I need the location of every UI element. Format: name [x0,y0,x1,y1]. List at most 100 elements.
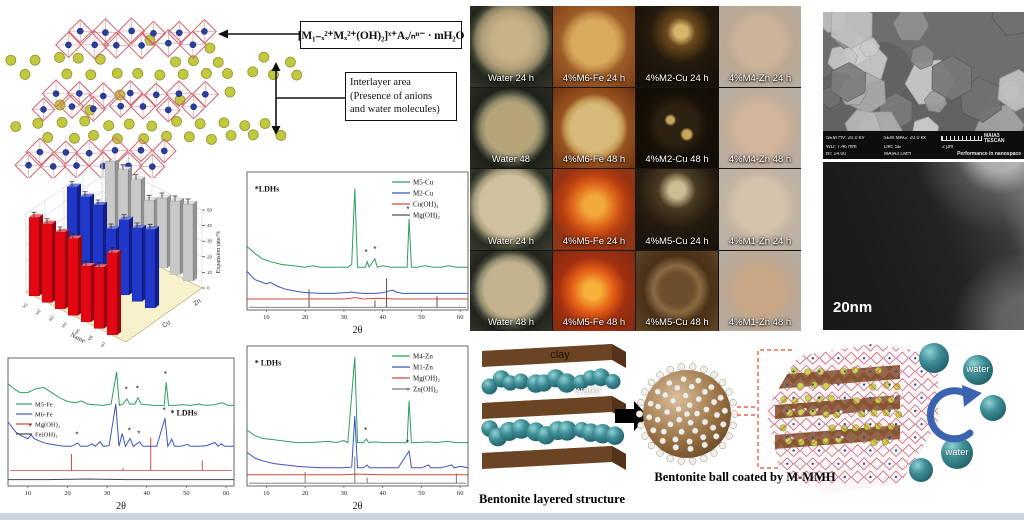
photo-m4-zn-48h: 4%M4-Zn 48 h [719,87,801,168]
xrd-pattern-fe-samples: * * * * * * * * * LDHs 10 20 30 40 50 60 2θ M5-Fe M6-Fe Mg… [7,357,235,512]
bentonite-layered-structure [481,344,626,470]
svg-text:M7: M7 [100,340,108,348]
photo-label: 4%M4-Zn 24 h [728,72,792,84]
x-axis-label: 2θ [116,501,126,512]
tem-micrograph: 20nm [823,162,1024,330]
octahedron-icon [102,31,130,59]
svg-text:20: 20 [302,490,309,497]
sem-mag: SEM MAG: 20.0 kx [883,136,926,141]
octahedron-icon [151,138,177,164]
legend-entry: M4-Zn [413,353,433,361]
photo-m2-cu-48h: 4%M2-Cu 48 h [636,87,718,168]
octahedron-icon [178,30,208,59]
octahedron-icon [14,150,43,178]
ldh-peak-marker: * [364,426,367,435]
ldh-peak-marker: * [406,438,409,447]
photo-label: 4%M2-Cu 24 h [645,72,709,84]
photo-label: 4%M1-Zn 48 h [728,317,792,328]
photo-label: Water 24 h [487,235,535,247]
photo-m5-cu-48h: 4%M5-Cu 48 h [636,250,718,331]
photo-m5-fe-24h: 4%M5-Fe 24 h [553,169,635,250]
ldh-marker-note: * LDHs [171,409,197,418]
octahedron-icon [144,82,169,108]
photo-label: 4%M5-Cu 24 h [645,235,709,247]
bentonite-coated-ball [635,363,739,465]
legend-entry: Zn(OH)₂ [413,386,439,394]
ldh-peak-marker: * [128,427,131,436]
octahedron-icon [139,153,166,178]
ldh-crystal-structure-illustration [5,17,303,178]
water-sphere-label-top: water [966,364,990,375]
water-cycle-arrow-icon [926,385,982,443]
hexagonal-platelet [844,109,882,133]
y-axis-label: Expansion rate/% [216,231,222,274]
svg-text:10: 10 [263,314,270,321]
hexagonal-platelet [830,12,873,49]
free-water-spheres [909,343,1006,482]
svg-text:10: 10 [263,490,270,497]
svg-text:50: 50 [207,208,213,213]
xrd-curve-M5-Fe [7,372,234,407]
photo-label: 4%M6-Fe 24 h [562,72,626,84]
xrd-curve-M6-Fe [7,404,234,448]
legend: M5-Cu M2-Cu Cu(OH)₂ Mg(OH)₂ [392,179,440,220]
sem-info-row: SEM HV: 20.0 kV SEM MAG: 20.0 kx MAIA3 T… [823,133,1024,144]
photo-water-24h: Water 24 h [470,6,552,87]
photo-m5-fe-48h: 4%M5-Fe 48 h [553,250,635,331]
sem-wd: WD: 7.46 mm [826,145,857,150]
expansion-rate-3d-bar-chart: 0 10 20 30 40 50 Expansion rate/% M1 M2 M3 M4 M5 M6 M… [22,160,222,348]
svg-text:60: 60 [457,490,464,497]
svg-text:10: 10 [207,270,213,275]
octahedron-icon [25,137,55,167]
octahedron-icon [128,138,154,163]
hexagonal-platelet [997,69,1024,112]
xrd-curve-M4-Zn [246,357,468,444]
octahedron-icon [129,93,157,120]
octahedron-icon [165,80,193,108]
legend-entry: Mg(OH)₂ [35,422,60,429]
photo-label: 4%M4-Zn 48 h [728,154,792,165]
svg-text:60: 60 [223,490,230,497]
legend-entry: Mg(OH)₂ [413,212,440,220]
sem-det: Det: SE [884,145,902,150]
svg-text:50: 50 [418,314,425,321]
sem-bi: BI: 14.00 [826,151,847,157]
mmh-crystal-lattice [766,344,938,494]
photo-label: 4%M5-Cu 48 h [645,317,709,328]
x-axis-label: Name [69,332,86,345]
sem-info-row: BI: 14.00 MAIA3 LMH Performance in nanos… [823,151,1024,157]
ldh-peak-marker: * [406,205,409,214]
octahedron-icon [191,18,217,44]
photo-water-48h: Water 48 [470,87,552,168]
ldh-peak-marker: * [75,430,78,439]
legend: M4-Zn M1-Zn Mg(OH)₂ Zn(OH)₂ [392,353,440,394]
svg-text:20: 20 [207,254,213,259]
ldh-peak-marker: * [364,248,367,257]
legend-entry: M6-Fe [35,412,53,419]
photo-m2-cu-24h: 4%M2-Cu 24 h [636,6,718,87]
hexagonal-platelet [830,61,867,103]
sem-info-row: WD: 7.46 mm Det: SE 2 µm [823,145,1024,150]
xrd-curve-M5-Cu [246,188,468,269]
xrd-curve-M1-Zn [246,415,469,469]
photo-m4-zn-24h: 4%M4-Zn 24 h [719,6,801,87]
svg-text:50: 50 [418,490,425,497]
svg-text:M1: M1 [22,301,30,309]
sem-scale-label: 2 µm [942,145,954,150]
sample-photo-grid: Water 24 h 4%M6-Fe 24 h 4%M2-Cu 24 h 4%M… [470,6,801,331]
octahedron-icon [180,94,207,120]
hexagonal-platelet [910,44,935,70]
photo-water-24h-b: Water 24 h [470,169,552,250]
svg-text:Zn: Zn [192,297,203,307]
octahedron-icon [191,80,220,108]
ldh-peak-marker: * [406,387,409,396]
octahedron-icon [67,18,93,44]
svg-text:Cu: Cu [161,319,172,330]
x-axis-label: 2θ [353,501,363,512]
svg-text:10: 10 [25,490,32,497]
xrd-reference-Mg(OH)₂ [248,278,467,308]
svg-text:50: 50 [183,490,190,497]
ldh-formula: [M₁₋ₓ²⁺Mₓ²⁺(OH)₂]ˣ⁺Aₓ/ₙⁿ⁻ · mH₂O [298,21,464,49]
